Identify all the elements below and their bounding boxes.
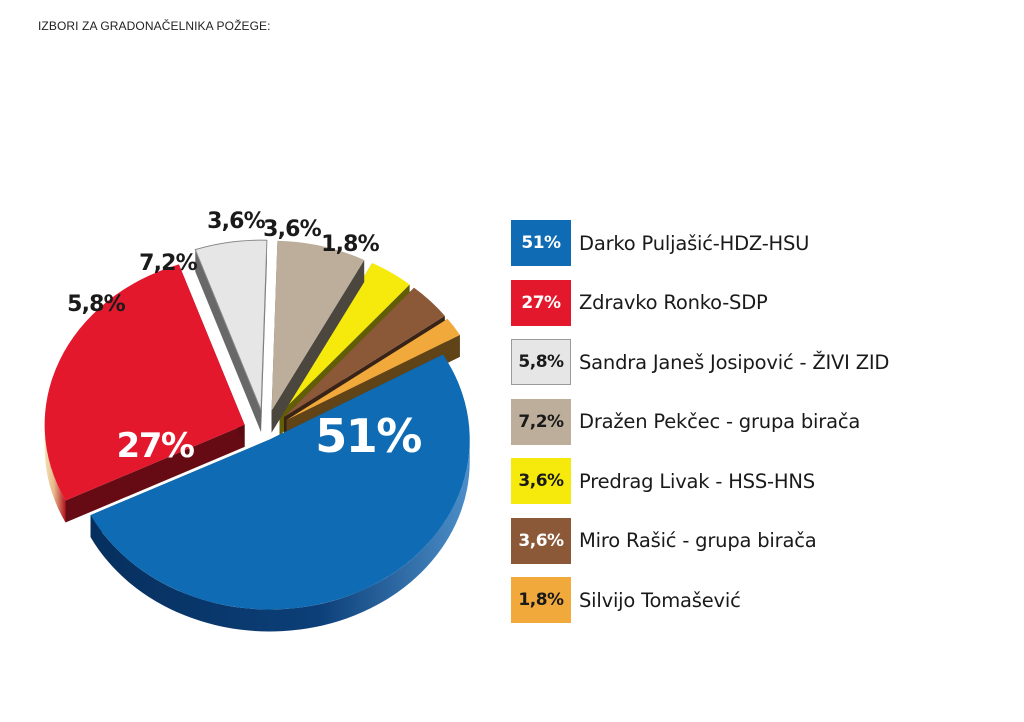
legend-item: 5,8% Sandra Janeš Josipović - ŽIVI ZID bbox=[511, 339, 889, 385]
pie-slice-label: 51% bbox=[315, 409, 421, 463]
legend-label: Zdravko Ronko-SDP bbox=[579, 291, 768, 314]
legend: 51% Darko Puljašić-HDZ-HSU 27% Zdravko R… bbox=[511, 220, 889, 637]
legend-label: Dražen Pekčec - grupa birača bbox=[579, 410, 861, 433]
legend-item: 3,6% Miro Rašić - grupa birača bbox=[511, 517, 889, 564]
legend-swatch: 1,8% bbox=[511, 577, 571, 623]
legend-item: 27% Zdravko Ronko-SDP bbox=[511, 279, 889, 326]
pie-slice bbox=[271, 240, 365, 433]
pie-slice bbox=[44, 264, 245, 523]
legend-swatch: 7,2% bbox=[511, 398, 571, 445]
legend-label: Predrag Livak - HSS-HNS bbox=[579, 469, 815, 493]
pie-slice bbox=[90, 354, 470, 632]
legend-label: Miro Rašić - grupa birača bbox=[579, 529, 817, 552]
legend-label: Sandra Janeš Josipović - ŽIVI ZID bbox=[579, 350, 890, 374]
legend-label: Silvijo Tomašević bbox=[579, 588, 741, 612]
legend-item: 3,6% Predrag Livak - HSS-HNS bbox=[511, 458, 889, 504]
chart-title: IZBORI ZA GRADONAČELNIKA POŽEGE: bbox=[38, 19, 271, 33]
legend-swatch: 5,8% bbox=[511, 339, 571, 385]
pie-slice-label: 1,8% bbox=[321, 232, 380, 257]
pie-slice-label: 3,6% bbox=[207, 209, 266, 234]
pie-slice-label: 5,8% bbox=[67, 292, 126, 317]
legend-item: 7,2% Dražen Pekčec - grupa birača bbox=[511, 398, 889, 445]
pie-slice-label: 27% bbox=[117, 426, 194, 466]
pie-slice-label: 7,2% bbox=[139, 251, 198, 276]
legend-swatch: 3,6% bbox=[511, 517, 571, 564]
legend-item: 51% Darko Puljašić-HDZ-HSU bbox=[511, 220, 889, 266]
legend-swatch: 27% bbox=[511, 279, 571, 326]
pie-slice bbox=[194, 239, 268, 433]
legend-label: Darko Puljašić-HDZ-HSU bbox=[579, 231, 810, 255]
legend-swatch: 51% bbox=[511, 220, 571, 266]
pie-slice-label: 3,6% bbox=[263, 217, 322, 242]
legend-swatch: 3,6% bbox=[511, 458, 571, 504]
legend-item: 1,8% Silvijo Tomašević bbox=[511, 577, 889, 623]
